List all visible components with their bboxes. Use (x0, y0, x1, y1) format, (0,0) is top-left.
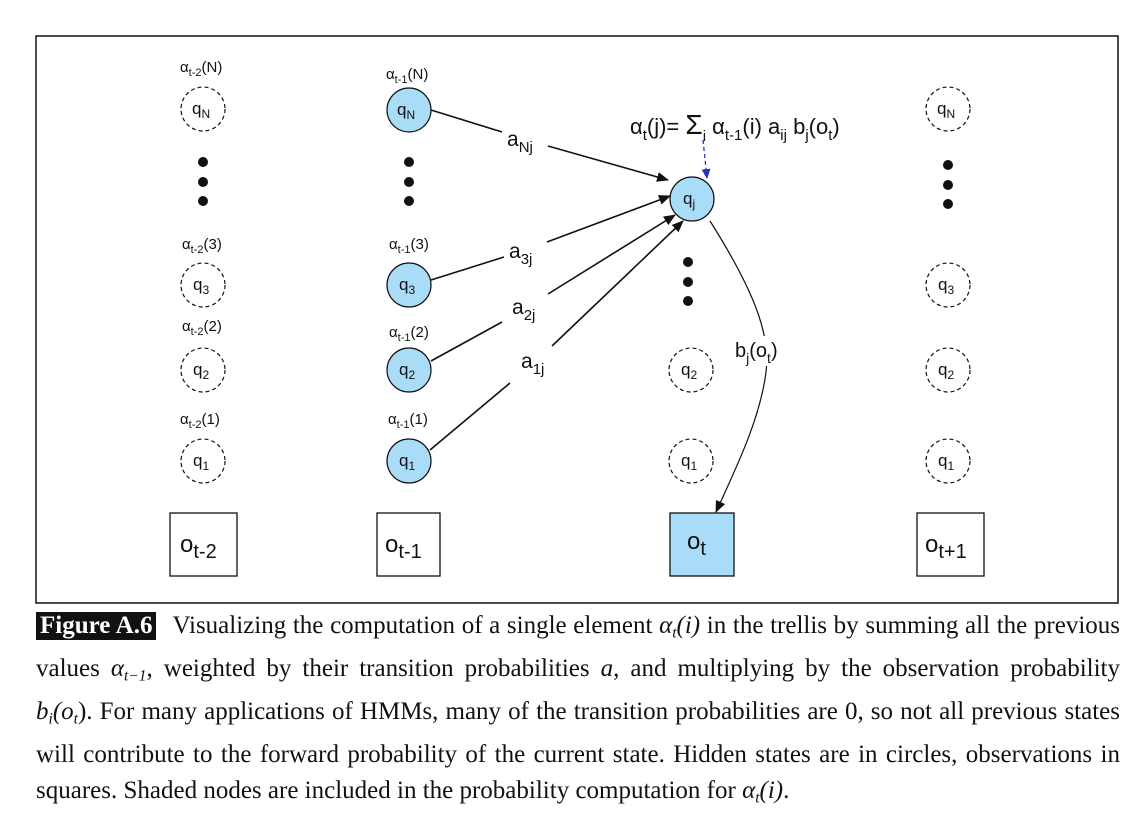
observation-t-minus-1 (376, 512, 441, 577)
state-t2-q3-label: q3 (193, 275, 209, 297)
ellipsis-dot (943, 199, 953, 209)
state-t2-q3 (180, 262, 226, 308)
alpha-label-t1-2: αt-1(2) (389, 324, 429, 344)
ellipsis-dot (404, 196, 414, 206)
state-t1p-qN-label: qN (937, 99, 955, 121)
alpha-label-t1-N: αt-1(N) (386, 66, 428, 86)
forward-formula: αt(j)= Σi αt-1(i) aij bj(ot) (630, 109, 840, 145)
ellipsis-dot (404, 157, 414, 167)
ellipsis-dot (198, 157, 208, 167)
state-t1p-q2 (925, 347, 971, 393)
state-t1-q3-label: q3 (399, 275, 415, 297)
transition-arrow-1j (429, 221, 683, 451)
alpha-label-t2-3: αt-2(3) (182, 236, 222, 256)
alpha-label-t2-N: αt-2(N) (180, 59, 222, 79)
state-t1p-q1-label: q1 (938, 451, 954, 473)
state-t1-q2-label: q2 (399, 360, 415, 382)
state-t2-q1 (180, 438, 226, 484)
edge-label-a3j: a3j (509, 240, 532, 268)
observation-t-minus-2 (169, 512, 238, 577)
emission-arrow (709, 220, 768, 513)
edge-label-a2j: a2j (512, 296, 535, 324)
state-t1p-q1 (925, 438, 971, 484)
state-t-q1 (668, 438, 714, 484)
state-t1-q3 (386, 262, 432, 308)
ellipsis-dot (683, 277, 693, 287)
transition-arrow-2j (430, 215, 675, 362)
formula-pointer-arrow (701, 139, 711, 179)
state-t2-q1-label: q1 (193, 451, 209, 473)
state-t2-q2 (180, 347, 226, 393)
alpha-label-t2-2: αt-2(2) (182, 318, 222, 338)
ellipsis-dot (943, 180, 953, 190)
observation-t-minus-2-label: ot-2 (180, 531, 217, 563)
emission-label-bg (731, 336, 795, 366)
state-t1p-qN (925, 86, 971, 132)
figure-frame (35, 35, 1119, 604)
state-t2-qN-label: qN (192, 99, 210, 121)
state-t2-q2-label: q2 (193, 360, 209, 382)
observation-t-plus-1-label: ot+1 (925, 531, 967, 563)
state-t1p-q3 (925, 262, 971, 308)
alpha-label-t1-1: αt-1(1) (388, 411, 428, 431)
ellipsis-dot (198, 177, 208, 187)
transition-arrow-3j (430, 196, 670, 281)
observation-t (669, 512, 735, 577)
edge-label-bj: bj(ot) (735, 340, 778, 366)
alpha-label-t2-1: αt-2(1) (180, 411, 220, 431)
trellis-diagram: αt(j)= Σi αt-1(i) aij bj(ot) αt-2(N) qN … (35, 35, 1119, 604)
state-t1-q1-label: q1 (399, 451, 415, 473)
state-t1p-q2-label: q2 (938, 360, 954, 382)
figure-caption: Figure A.6 Visualizing the computation of… (36, 612, 1121, 807)
observation-t-label: ot (687, 528, 706, 560)
state-t-q2 (668, 347, 714, 393)
state-t1-q2 (386, 347, 432, 393)
ellipsis-dot (198, 196, 208, 206)
edge-label-a1j: a1j (521, 350, 544, 378)
ellipsis-dot (943, 160, 953, 170)
ellipsis-dot (404, 177, 414, 187)
ellipsis-dot (683, 296, 693, 306)
state-t2-qN (180, 86, 226, 132)
state-t-q1-label: q1 (681, 451, 697, 473)
state-t-q2-label: q2 (681, 360, 697, 382)
observation-t-plus-1 (916, 512, 985, 577)
state-t1-qN-label: qN (397, 100, 415, 122)
observation-t-minus-1-label: ot-1 (385, 531, 422, 563)
edge-label-aNj: aNj (507, 128, 533, 156)
figure-label: Figure A.6 (36, 612, 157, 640)
state-t-qj-label: qj (683, 189, 695, 211)
alpha-label-t1-3: αt-1(3) (389, 236, 429, 256)
state-t1p-q3-label: q3 (938, 275, 954, 297)
state-t1-q1 (386, 438, 432, 484)
transition-arrow-Nj (430, 109, 668, 180)
ellipsis-dot (683, 257, 693, 267)
